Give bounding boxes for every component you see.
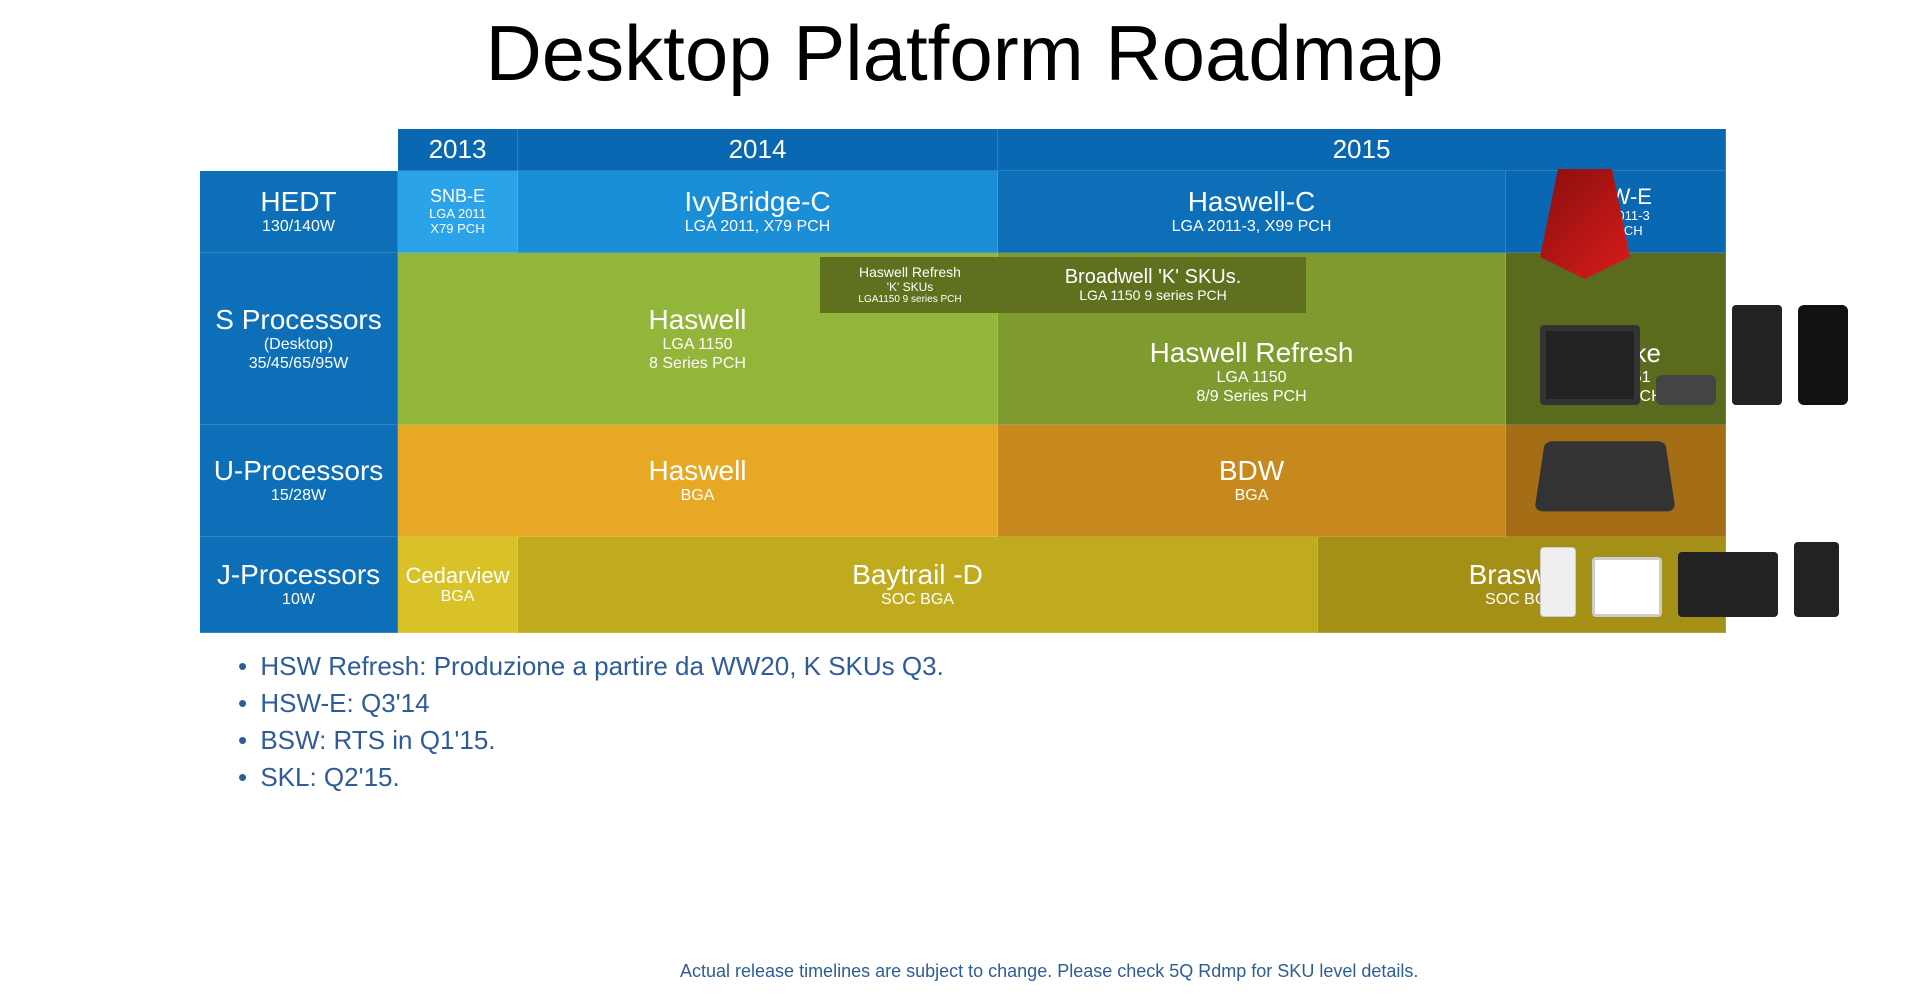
year-2013: 2013 [398, 129, 518, 171]
s-mid: (Desktop) [264, 336, 333, 354]
cell-haswell-c: Haswell-C LGA 2011-3, X99 PCH [998, 171, 1506, 253]
notes-list: HSW Refresh: Produzione a partire da WW2… [260, 651, 1929, 793]
tower-pc-icon [1732, 305, 1782, 405]
hrk-title: Haswell Refresh [859, 265, 961, 280]
android-aio-icon [1592, 557, 1662, 617]
cedar-title: Cedarview [406, 563, 510, 588]
j-sub: 10W [282, 591, 315, 609]
haswell-sub2: 8 Series PCH [649, 355, 746, 373]
mini-pc-icon [1656, 375, 1716, 405]
cell-u-haswell: Haswell BGA [398, 425, 998, 537]
aio-pc-icon [1540, 325, 1640, 405]
cedar-sub: BGA [441, 588, 475, 606]
header-blank [200, 129, 398, 171]
uhasw-title: Haswell [648, 455, 746, 487]
hedt-label: HEDT [260, 186, 336, 218]
bdwk-sub: LGA 1150 9 series PCH [1079, 288, 1227, 303]
baytrail-sub: SOC BGA [881, 591, 954, 609]
hrk-sub1: 'K' SKUs [887, 281, 934, 294]
ivyc-title: IvyBridge-C [684, 186, 830, 218]
convertible-icon [1678, 552, 1778, 617]
cell-baytrail-d: Baytrail -D SOC BGA [518, 537, 1318, 633]
cell-u-bdw: BDW BGA [998, 425, 1506, 537]
haswref-title: Haswell Refresh [1150, 337, 1354, 369]
tablet-icon [1534, 441, 1675, 511]
ivyc-sub: LGA 2011, X79 PCH [685, 218, 831, 236]
haswc-title: Haswell-C [1188, 186, 1316, 218]
row-label-u: U-Processors 15/28W [200, 425, 398, 537]
u-label: U-Processors [214, 455, 384, 487]
j-icon-row [1540, 542, 1839, 617]
snbe-sub2: X79 PCH [430, 222, 484, 237]
uhasw-sub: BGA [681, 487, 715, 505]
hrk-sub2: LGA1150 9 series PCH [858, 294, 961, 305]
footnote: Actual release timelines are subject to … [680, 961, 1418, 982]
note-item: HSW Refresh: Produzione a partire da WW2… [260, 651, 1929, 682]
u-icon-row [1540, 431, 1670, 516]
year-2015: 2015 [998, 129, 1726, 171]
cell-cedarview: Cedarview BGA [398, 537, 518, 633]
product-icons-column [1540, 169, 1848, 617]
j-label: J-Processors [217, 559, 380, 591]
row-label-j: J-Processors 10W [200, 537, 398, 633]
haswell-sub1: LGA 1150 [663, 336, 733, 354]
sff-pc-icon [1794, 542, 1839, 617]
note-item: BSW: RTS in Q1'15. [260, 725, 1929, 756]
snbe-sub1: LGA 2011 [429, 207, 486, 222]
row-label-hedt: HEDT 130/140W [200, 171, 398, 253]
gaming-pc-icon [1540, 169, 1630, 279]
ubdw-title: BDW [1219, 455, 1284, 487]
page-title: Desktop Platform Roadmap [0, 8, 1929, 99]
hedt-sub: 130/140W [262, 218, 335, 236]
haswref-sub2: 8/9 Series PCH [1196, 388, 1306, 406]
snbe-title: SNB-E [430, 186, 485, 207]
s-label: S Processors [215, 304, 382, 336]
year-2014: 2014 [518, 129, 998, 171]
s-icon-row [1540, 305, 1848, 405]
hedt-icon-row [1540, 169, 1630, 279]
thin-client-icon [1540, 547, 1576, 617]
u-sub: 15/28W [271, 487, 326, 505]
overlay-haswell-refresh-k: Haswell Refresh 'K' SKUs LGA1150 9 serie… [820, 257, 1000, 313]
gaming-tower-icon [1798, 305, 1848, 405]
baytrail-title: Baytrail -D [852, 559, 983, 591]
overlay-broadwell-k: Broadwell 'K' SKUs. LGA 1150 9 series PC… [1000, 257, 1306, 313]
haswc-sub: LGA 2011-3, X99 PCH [1172, 218, 1332, 236]
s-sub: 35/45/65/95W [249, 355, 349, 373]
row-label-s: S Processors (Desktop) 35/45/65/95W [200, 253, 398, 425]
ubdw-sub: BGA [1235, 487, 1269, 505]
cell-ivybridge-c: IvyBridge-C LGA 2011, X79 PCH [518, 171, 998, 253]
note-item: SKL: Q2'15. [260, 762, 1929, 793]
haswref-sub1: LGA 1150 [1217, 369, 1287, 387]
roadmap-container: 2013 2014 2015 HEDT 130/140W SNB-E LGA 2… [200, 129, 1720, 633]
bdwk-title: Broadwell 'K' SKUs. [1065, 266, 1242, 288]
roadmap-grid: 2013 2014 2015 HEDT 130/140W SNB-E LGA 2… [200, 129, 1720, 633]
note-item: HSW-E: Q3'14 [260, 688, 1929, 719]
cell-snbe: SNB-E LGA 2011 X79 PCH [398, 171, 518, 253]
haswell-title: Haswell [648, 304, 746, 336]
